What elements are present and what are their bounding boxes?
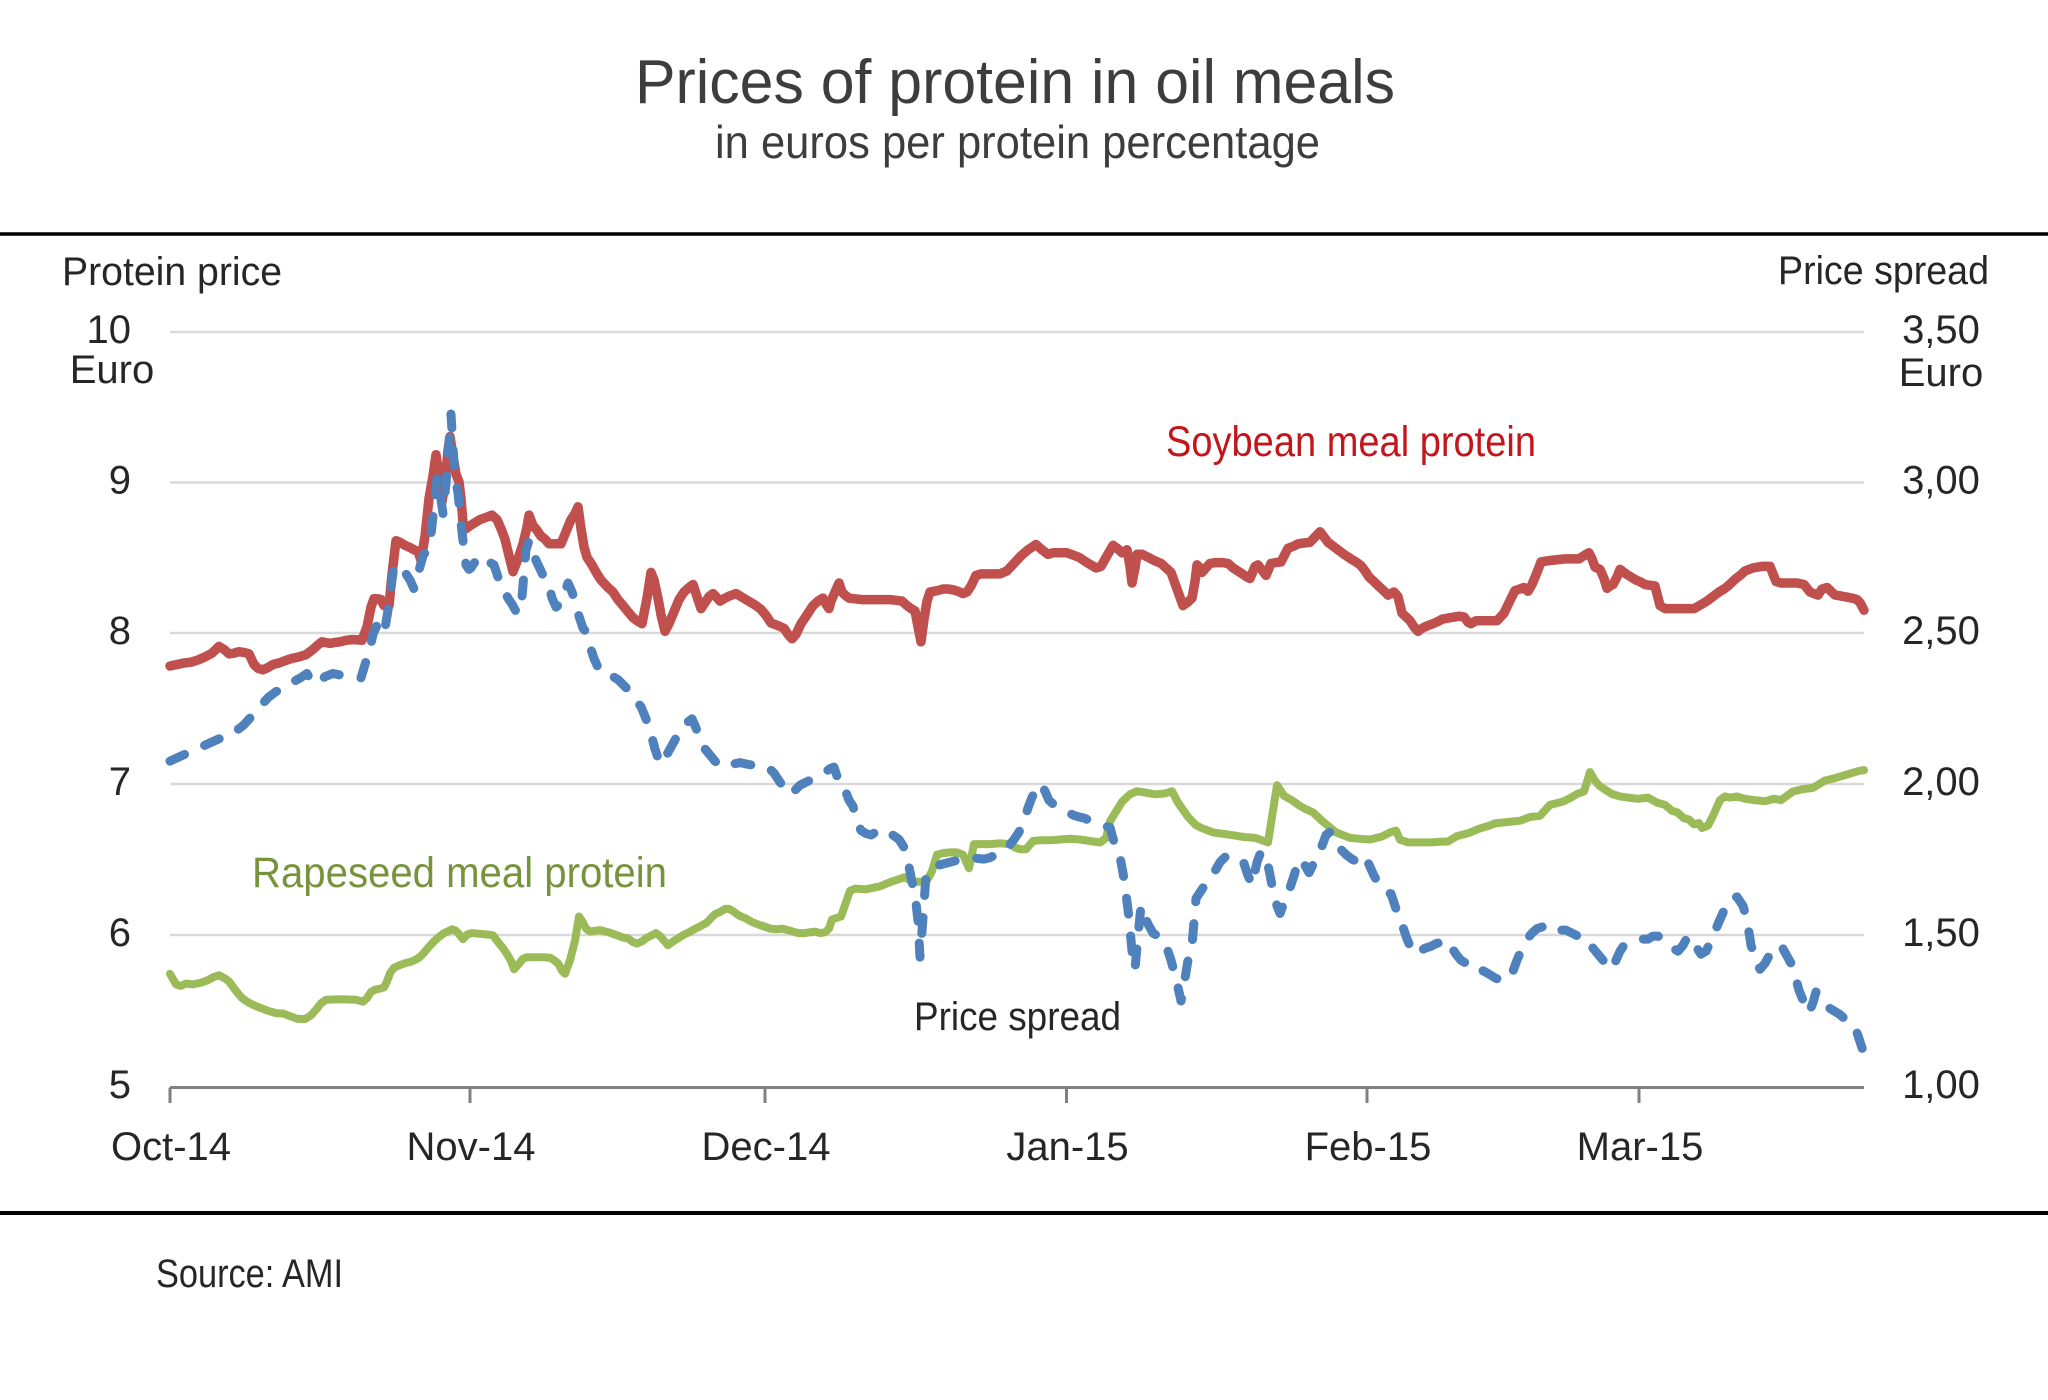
svg-text:Source: AMI: Source: AMI: [156, 1252, 343, 1296]
svg-text:Mar-15: Mar-15: [1577, 1125, 1704, 1169]
svg-text:Protein price: Protein price: [62, 250, 282, 294]
svg-text:Soybean meal protein: Soybean meal protein: [1166, 418, 1536, 466]
svg-text:1,50: 1,50: [1902, 911, 1980, 955]
svg-text:Feb-15: Feb-15: [1305, 1125, 1432, 1169]
svg-text:9: 9: [109, 459, 131, 503]
svg-text:3,00: 3,00: [1902, 459, 1980, 503]
svg-text:Oct-14: Oct-14: [111, 1125, 231, 1169]
svg-text:in euros per protein percentag: in euros per protein percentage: [715, 116, 1320, 168]
svg-text:7: 7: [109, 760, 131, 804]
svg-text:5: 5: [109, 1063, 131, 1107]
svg-text:Euro: Euro: [70, 348, 155, 392]
svg-text:2,00: 2,00: [1902, 760, 1980, 804]
svg-text:Jan-15: Jan-15: [1006, 1125, 1128, 1169]
svg-text:10: 10: [87, 308, 132, 352]
svg-text:Price spread: Price spread: [914, 995, 1121, 1039]
svg-text:Dec-14: Dec-14: [702, 1125, 831, 1169]
svg-text:Rapeseed meal protein: Rapeseed meal protein: [252, 849, 667, 897]
svg-text:2,50: 2,50: [1902, 609, 1980, 653]
svg-text:Nov-14: Nov-14: [407, 1125, 536, 1169]
svg-text:1,00: 1,00: [1902, 1063, 1980, 1107]
svg-text:Price spread: Price spread: [1778, 249, 1989, 293]
svg-text:8: 8: [109, 609, 131, 653]
svg-text:6: 6: [109, 911, 131, 955]
svg-text:Prices of protein in oil meals: Prices of protein in oil meals: [635, 48, 1395, 117]
svg-text:Euro: Euro: [1899, 351, 1984, 395]
svg-text:3,50: 3,50: [1902, 308, 1980, 352]
